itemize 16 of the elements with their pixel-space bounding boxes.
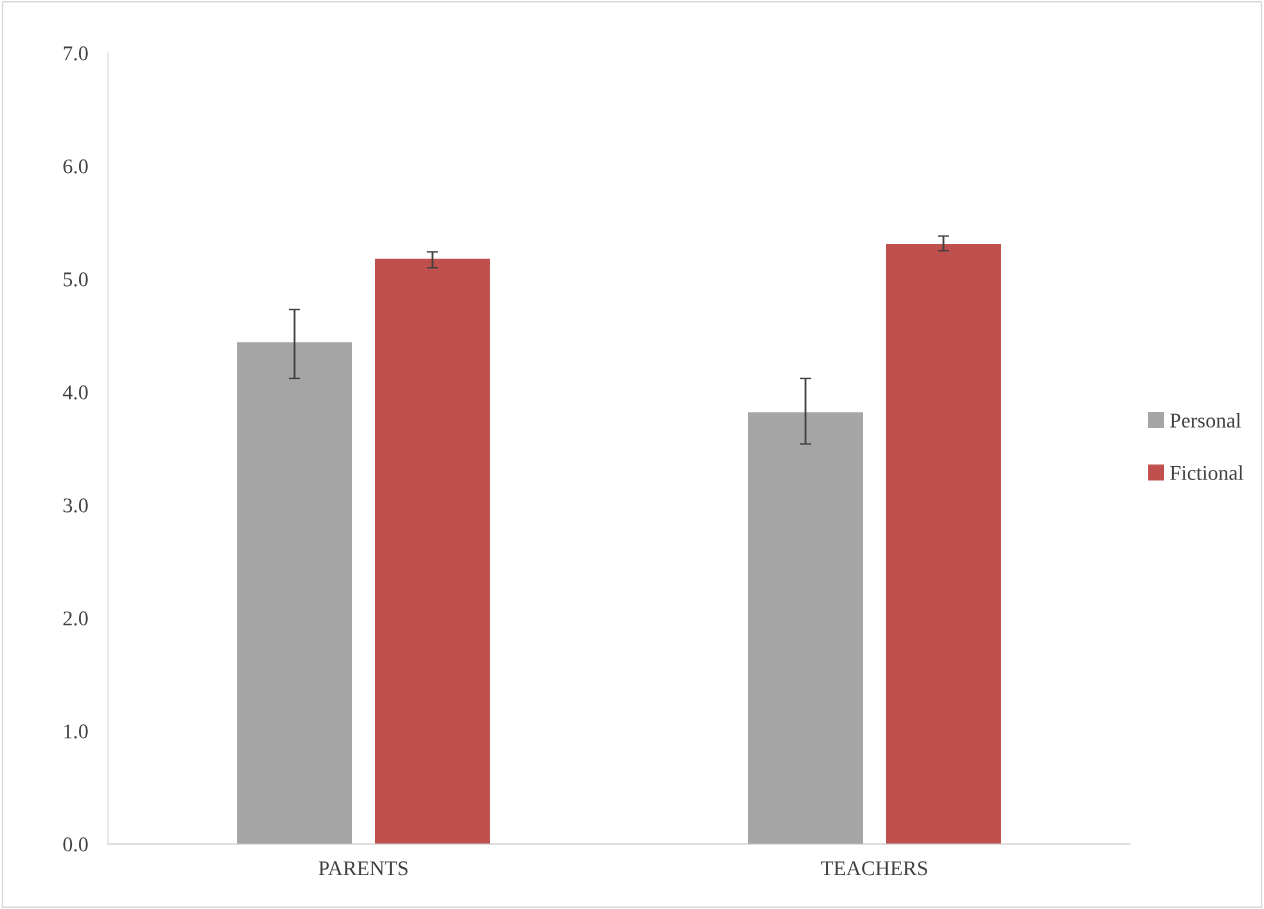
x-tick-label: PARENTS: [318, 861, 408, 876]
legend-label: Personal: [1170, 412, 1241, 428]
y-tick-label: 4.0: [62, 385, 88, 400]
y-tick-label: 5.0: [63, 272, 88, 287]
y-tick-label: 7.0: [63, 46, 88, 61]
bar: [375, 258, 490, 844]
bar: [886, 243, 1001, 844]
y-tick-label: 3.0: [63, 498, 88, 513]
x-tick-label: TEACHERS: [821, 861, 928, 876]
y-tick-label: 6.0: [63, 159, 88, 174]
bar: [748, 412, 863, 844]
y-tick-label: 0.0: [63, 837, 88, 852]
y-tick-label: 2.0: [63, 611, 88, 626]
y-tick-label: 1.0: [64, 724, 88, 739]
legend-label: Fictional: [1170, 465, 1244, 480]
bar: [237, 342, 352, 844]
